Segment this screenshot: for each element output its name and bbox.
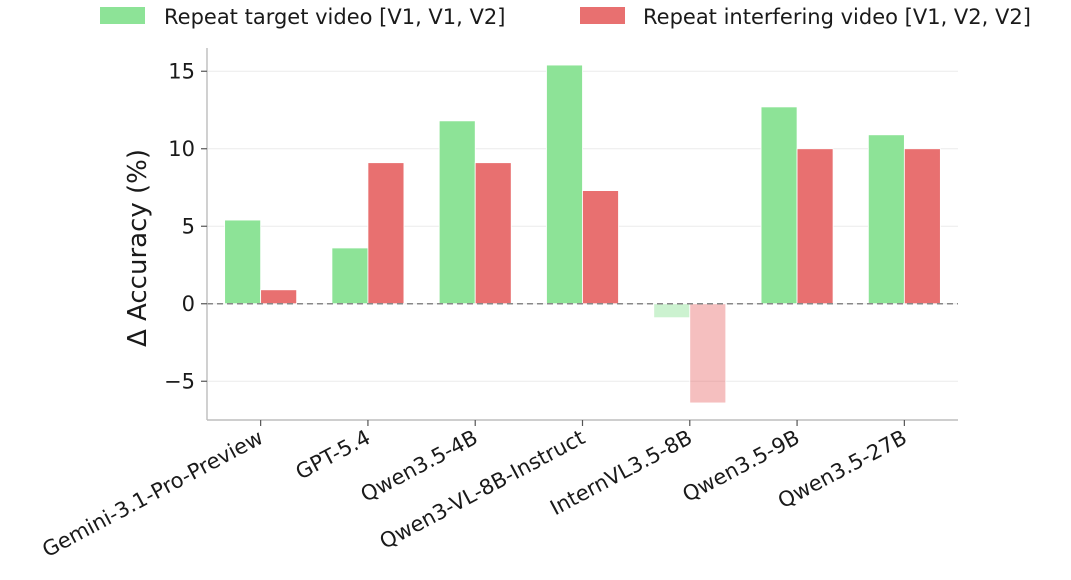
bar-repeat-target (438, 120, 476, 305)
bar-repeat-interfering (474, 162, 512, 305)
legend-swatch (100, 7, 145, 24)
legend-label: Repeat interfering video [V1, V2, V2] (643, 5, 1031, 29)
y-tick-label: 15 (168, 59, 195, 83)
y-tick-label: 10 (168, 137, 195, 161)
x-tick-label: GPT-5.4 (292, 425, 375, 484)
bars (224, 64, 941, 404)
y-tick-label: 0 (182, 292, 195, 316)
bar-repeat-interfering (903, 148, 941, 305)
x-ticks: Gemini-3.1-Pro-Preview GPT-5.4Qwen3.5-4BQ… (38, 420, 911, 562)
y-ticks: −5 0 5 10 15 (164, 59, 207, 393)
legend: Repeat target video [V1, V1, V2] Repeat i… (100, 5, 1031, 29)
y-tick-label: 5 (182, 214, 195, 238)
bar-repeat-interfering (796, 148, 834, 305)
bar-repeat-interfering (582, 190, 619, 305)
bar-repeat-interfering (260, 289, 298, 305)
x-tick-label: Qwen3-VL-8B-Instruct (376, 425, 589, 554)
bar-repeat-target (653, 303, 691, 319)
bar-repeat-interfering (689, 303, 727, 404)
legend-swatch (580, 7, 625, 24)
y-tick-label: −5 (164, 369, 195, 393)
y-axis-label: Δ Accuracy (%) (123, 149, 153, 347)
bar-repeat-target (546, 64, 583, 305)
bar-repeat-target (331, 247, 369, 305)
bar-repeat-target (224, 219, 262, 305)
bar-repeat-target (867, 134, 905, 305)
bar-repeat-interfering (367, 162, 405, 305)
bar-repeat-target (760, 106, 798, 305)
x-tick-label: Gemini-3.1-Pro-Preview (38, 425, 267, 562)
legend-label: Repeat target video [V1, V1, V2] (164, 5, 505, 29)
